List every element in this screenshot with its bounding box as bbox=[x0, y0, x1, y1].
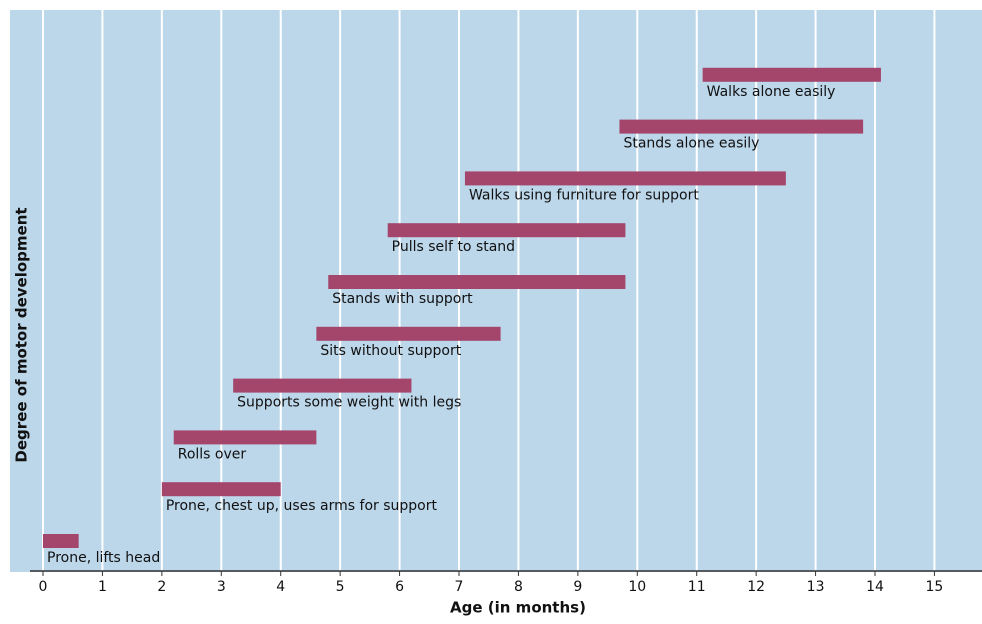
x-tick-label: 3 bbox=[217, 579, 226, 595]
bar-label: Stands alone easily bbox=[623, 136, 759, 152]
x-tick-label: 2 bbox=[157, 579, 166, 595]
bar-label: Prone, lifts head bbox=[47, 550, 160, 566]
bar bbox=[619, 120, 863, 134]
bar bbox=[465, 171, 786, 185]
bar-label: Supports some weight with legs bbox=[237, 395, 461, 411]
bar bbox=[328, 275, 625, 289]
bar bbox=[174, 430, 317, 444]
bar-label: Prone, chest up, uses arms for support bbox=[166, 498, 438, 514]
bar bbox=[162, 482, 281, 496]
x-tick-label: 6 bbox=[395, 579, 404, 595]
x-tick-label: 11 bbox=[688, 579, 706, 595]
bar bbox=[316, 327, 500, 341]
bar-label: Sits without support bbox=[320, 343, 461, 359]
x-tick-label: 10 bbox=[628, 579, 646, 595]
bar bbox=[388, 223, 626, 237]
plot-background bbox=[10, 10, 982, 572]
bar bbox=[233, 379, 411, 393]
bar-label: Walks using furniture for support bbox=[469, 187, 699, 203]
chart: Age (in months) Degree of motor developm… bbox=[0, 0, 982, 624]
x-tick-label: 5 bbox=[336, 579, 345, 595]
x-tick-label: 1 bbox=[98, 579, 107, 595]
x-tick-label: 14 bbox=[866, 579, 884, 595]
bar-label: Rolls over bbox=[178, 446, 247, 462]
x-tick-label: 8 bbox=[514, 579, 523, 595]
x-tick-label: 12 bbox=[747, 579, 765, 595]
x-tick-label: 7 bbox=[455, 579, 464, 595]
x-tick-label: 13 bbox=[807, 579, 825, 595]
x-tick-label: 15 bbox=[926, 579, 944, 595]
bar-label: Stands with support bbox=[332, 291, 473, 307]
x-axis-title: Age (in months) bbox=[450, 599, 586, 617]
y-axis-title: Degree of motor development bbox=[13, 207, 31, 462]
x-tick-label: 4 bbox=[276, 579, 285, 595]
bar bbox=[43, 534, 79, 548]
bar-label: Walks alone easily bbox=[707, 84, 836, 100]
bar-label: Pulls self to stand bbox=[392, 239, 515, 255]
x-tick-label: 9 bbox=[573, 579, 582, 595]
x-tick-label: 0 bbox=[39, 579, 48, 595]
bar bbox=[703, 68, 881, 82]
